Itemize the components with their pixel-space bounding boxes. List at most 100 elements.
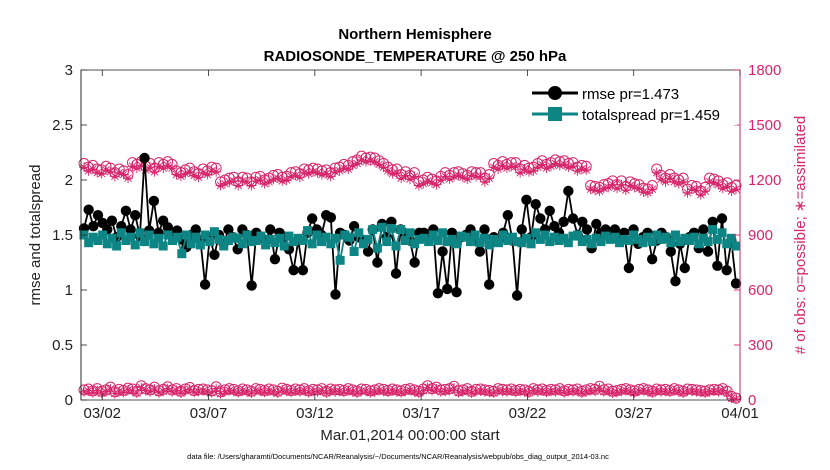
assimilated-obs-point [184, 384, 195, 395]
assimilated-obs-point [625, 180, 636, 191]
assimilated-obs-point [321, 388, 332, 399]
spread-point [330, 233, 340, 243]
y-tick-label: 1.5 [52, 227, 73, 244]
assimilated-obs-point [581, 164, 592, 175]
spread-point [93, 236, 103, 245]
x-tick-label: 04/01 [721, 405, 759, 422]
assimilated-obs-point [79, 386, 89, 397]
assimilated-obs-point [713, 179, 724, 190]
assimilated-obs-point [330, 386, 341, 397]
spread-point [181, 230, 191, 240]
assimilated-obs-point [427, 177, 438, 188]
assimilated-obs-point [686, 184, 697, 195]
assimilated-obs-point [497, 160, 508, 171]
spread-point [317, 237, 327, 247]
assimilated-obs-point [290, 385, 301, 396]
assimilated-obs-point [484, 387, 495, 398]
assimilated-obs-point [87, 164, 98, 174]
spread-point [587, 239, 597, 249]
assimilated-obs-point [700, 186, 711, 196]
assimilated-obs-point [202, 169, 213, 180]
assimilated-obs-point [642, 386, 653, 397]
assimilated-obs-point [515, 386, 526, 397]
assimilated-obs-point [431, 384, 442, 394]
assimilated-obs-point [167, 386, 178, 397]
spread-point [126, 232, 136, 242]
legend-rmse-label: rmse pr=1.473 [582, 86, 679, 103]
spread-point [261, 240, 271, 250]
assimilated-obs-point [638, 385, 649, 396]
assimilated-obs-point [268, 386, 279, 397]
rmse-point [209, 249, 220, 260]
spread-point [163, 230, 173, 240]
assimilated-obs-point [374, 159, 385, 170]
assimilated-obs-point [378, 162, 389, 173]
spread-point [535, 234, 545, 244]
assimilated-obs-point [466, 388, 477, 399]
assimilated-obs-point [686, 386, 697, 397]
assimilated-obs-point [563, 162, 574, 173]
chart-subtitle: RADIOSONDE_TEMPERATURE @ 250 hPa [264, 48, 567, 65]
assimilated-obs-point [387, 385, 398, 396]
assimilated-obs-point [175, 171, 186, 182]
x-tick-label: 03/02 [83, 405, 121, 422]
assimilated-obs-point [219, 178, 230, 189]
assimilated-obs-point [466, 170, 477, 181]
assimilated-obs-point [325, 171, 336, 182]
assimilated-obs-point [554, 160, 565, 171]
spread-point [247, 237, 257, 247]
spread-point [177, 249, 187, 259]
spread-point [517, 238, 527, 248]
assimilated-obs-point [338, 163, 349, 174]
assimilated-obs-point [541, 163, 552, 174]
assimilated-obs-point [620, 185, 631, 196]
spread-point [526, 239, 536, 249]
spread-point [652, 230, 662, 240]
spread-point [722, 239, 732, 249]
rmse-point [83, 204, 94, 215]
assimilated-obs-point [219, 386, 230, 397]
assimilated-obs-point [559, 387, 570, 398]
assimilated-obs-point [321, 168, 332, 179]
y-tick-label: 1 [65, 282, 73, 299]
y-tick-label: 0 [65, 392, 73, 409]
assimilated-obs-point [136, 382, 147, 393]
spread-point [84, 238, 94, 248]
spread-point [531, 228, 541, 238]
assimilated-obs-point [153, 161, 164, 172]
assimilated-obs-point [717, 183, 728, 194]
assimilated-obs-point [189, 170, 200, 181]
spread-point [154, 233, 164, 243]
spread-point [503, 236, 513, 245]
assimilated-obs-point [250, 385, 261, 396]
assimilated-obs-point [378, 386, 389, 397]
spread-point [447, 234, 457, 244]
spread-point [340, 230, 350, 240]
assimilated-obs-point [629, 387, 640, 398]
assimilated-obs-point [127, 385, 138, 396]
spread-point [512, 237, 522, 247]
rmse-point [558, 216, 569, 227]
assimilated-obs-point [330, 166, 341, 177]
assimilated-obs-point [123, 173, 134, 184]
assimilated-obs-point [242, 386, 252, 397]
assimilated-obs-point [189, 387, 200, 398]
rmse-point [707, 216, 718, 227]
rmse-point [120, 205, 132, 216]
spread-point [615, 238, 625, 248]
spread-point [293, 233, 303, 243]
assimilated-obs-point [440, 171, 451, 182]
spread-point [489, 234, 499, 244]
assimilated-obs-point [603, 385, 614, 396]
spread-point [675, 237, 685, 247]
assimilated-obs-point [678, 176, 689, 187]
spread-point [284, 231, 294, 241]
assimilated-obs-point [444, 174, 455, 185]
rmse-point [432, 288, 444, 299]
assimilated-obs-point [722, 388, 733, 399]
assimilated-obs-point [550, 158, 561, 169]
assimilated-obs-point [691, 185, 702, 196]
assimilated-obs-point [233, 387, 244, 398]
spread-point [298, 236, 308, 245]
assimilated-obs-point [308, 166, 319, 177]
